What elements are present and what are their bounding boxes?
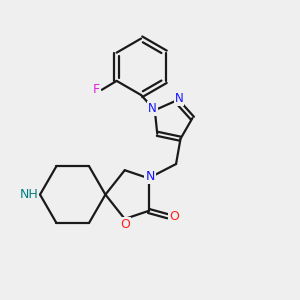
Text: N: N (148, 102, 157, 115)
Text: N: N (145, 170, 155, 183)
Text: O: O (169, 210, 179, 223)
Text: N: N (175, 92, 183, 105)
Text: NH: NH (20, 188, 38, 201)
Text: O: O (120, 218, 130, 231)
Text: F: F (93, 83, 100, 96)
